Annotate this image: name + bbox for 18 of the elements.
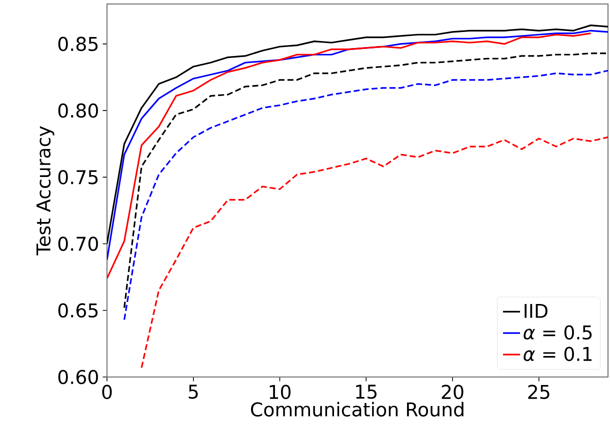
y-tick-label: 0.75 [58,170,98,184]
y-tick-label: 0.65 [58,303,98,318]
x-axis-title: Communication Round [251,402,464,417]
y-axis-title: Test Accuracy [36,126,54,256]
x-tick-label: 25 [528,384,550,400]
x-tick-label: 20 [442,384,464,400]
y-tick-label: 0.60 [58,370,98,384]
y-tick-label: 0.80 [58,103,98,118]
legend-label: IID [524,304,548,318]
x-tick-label: 5 [188,384,198,399]
y-tick-label: 0.70 [58,236,98,251]
legend-label: α = 0.5 [524,325,592,340]
x-tick-label: 0 [102,384,112,400]
line-series [140,136,608,368]
x-tick-label: 10 [270,384,291,400]
y-tick-label: 0.85 [58,36,98,52]
x-tick-label: 15 [356,384,377,399]
legend-label: α = 0.1 [524,346,592,362]
